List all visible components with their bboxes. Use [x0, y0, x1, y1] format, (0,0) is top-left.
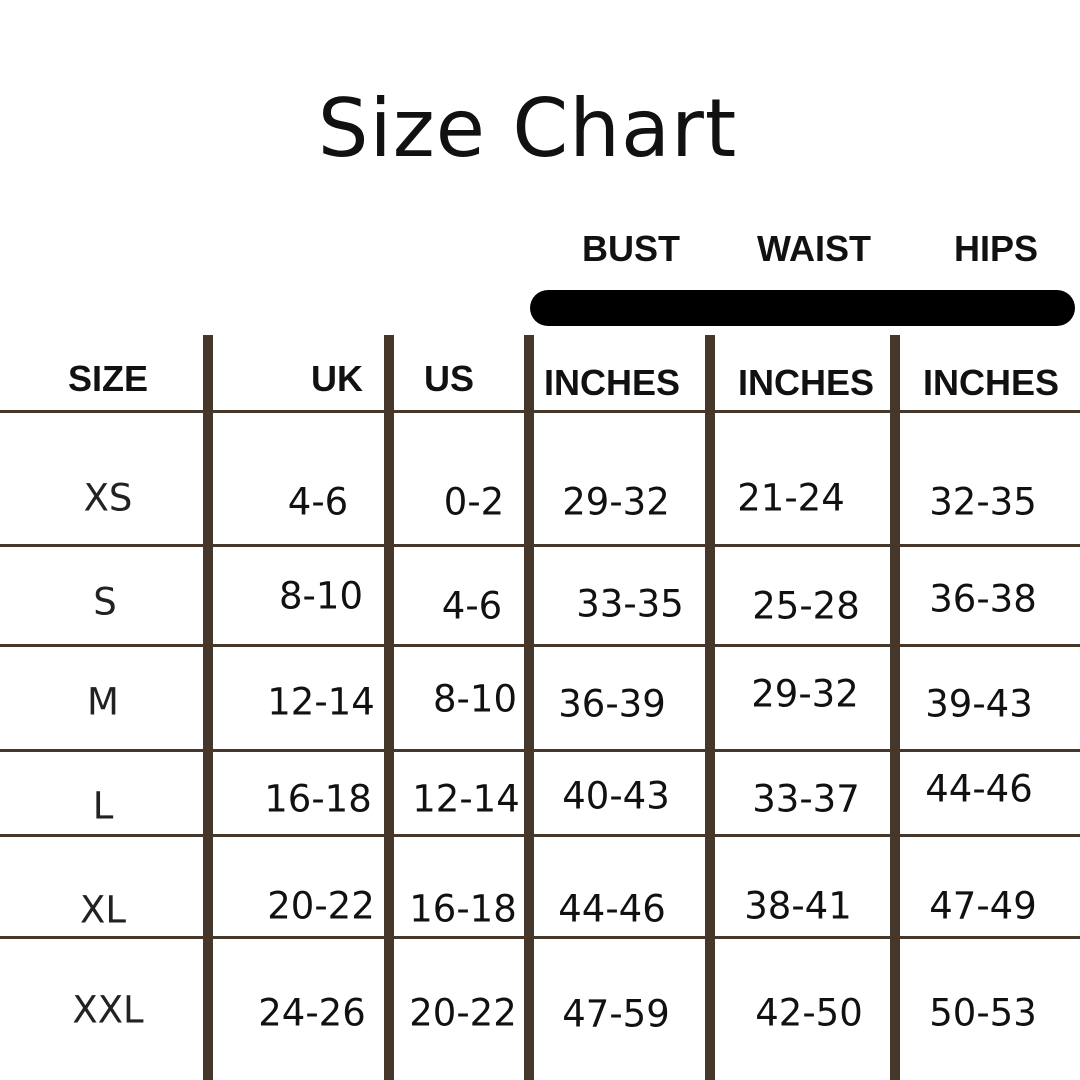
- cell-hips: 47-49: [929, 884, 1037, 928]
- cell-uk: 24-26: [258, 991, 366, 1035]
- cell-size: S: [93, 580, 117, 624]
- column-divider: [384, 335, 394, 1080]
- cell-waist: 33-37: [752, 777, 860, 821]
- cell-hips: 32-35: [929, 480, 1037, 524]
- cell-us: 4-6: [441, 584, 503, 628]
- cell-hips: 39-43: [925, 682, 1033, 726]
- column-header-bust: INCHES: [543, 362, 681, 403]
- cell-waist: 21-24: [737, 476, 845, 520]
- group-header-waist: WAIST: [757, 228, 871, 269]
- group-header-hips: HIPS: [953, 228, 1039, 269]
- cell-bust: 33-35: [576, 582, 684, 626]
- cell-hips: 50-53: [929, 991, 1037, 1035]
- cell-us: 0-2: [443, 480, 505, 524]
- column-header-size: SIZE: [67, 358, 149, 399]
- cell-size: XS: [83, 476, 133, 520]
- cell-waist: 38-41: [744, 884, 852, 928]
- column-header-waist: INCHES: [737, 362, 875, 403]
- cell-bust: 29-32: [562, 480, 670, 524]
- page-title: Size Chart: [317, 82, 738, 175]
- column-header-uk: UK: [311, 358, 363, 399]
- cell-hips: 44-46: [925, 767, 1033, 811]
- cell-us: 12-14: [412, 777, 520, 821]
- row-divider: [0, 749, 1080, 752]
- cell-us: 20-22: [409, 991, 517, 1035]
- column-divider: [524, 335, 534, 1080]
- cell-us: 8-10: [433, 677, 517, 721]
- column-divider: [705, 335, 715, 1080]
- cell-waist: 42-50: [755, 991, 863, 1035]
- cell-waist: 25-28: [752, 584, 860, 628]
- row-divider: [0, 544, 1080, 547]
- cell-bust: 40-43: [562, 774, 670, 818]
- cell-size: M: [87, 680, 119, 724]
- cell-uk: 20-22: [267, 884, 375, 928]
- cell-us: 16-18: [409, 887, 517, 931]
- cell-size: XXL: [72, 988, 144, 1032]
- cell-uk: 8-10: [279, 574, 363, 618]
- row-divider: [0, 834, 1080, 837]
- cell-size: XL: [80, 888, 126, 932]
- cell-uk: 4-6: [287, 480, 349, 524]
- row-divider: [0, 644, 1080, 647]
- column-header-hips: INCHES: [922, 362, 1060, 403]
- cell-waist: 29-32: [751, 672, 859, 716]
- measurement-header-bar: [530, 290, 1075, 326]
- cell-bust: 36-39: [558, 682, 666, 726]
- group-header-bust: BUST: [582, 228, 680, 269]
- cell-hips: 36-38: [929, 577, 1037, 621]
- cell-uk: 12-14: [267, 680, 375, 724]
- cell-bust: 44-46: [558, 887, 666, 931]
- column-divider: [203, 335, 213, 1080]
- row-divider: [0, 936, 1080, 939]
- cell-uk: 16-18: [264, 777, 372, 821]
- cell-size: L: [92, 784, 114, 828]
- row-divider: [0, 410, 1080, 413]
- column-header-us: US: [423, 358, 475, 399]
- cell-bust: 47-59: [562, 992, 670, 1036]
- column-divider: [890, 335, 900, 1080]
